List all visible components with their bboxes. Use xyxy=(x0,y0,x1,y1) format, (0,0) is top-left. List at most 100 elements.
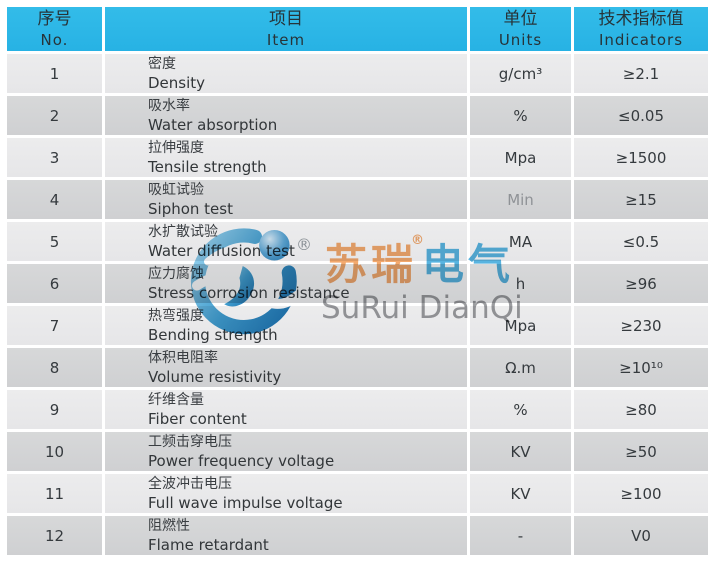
row-number: 1 xyxy=(49,64,60,83)
header-unit-en: Units xyxy=(498,31,543,49)
row-number-cell: 12 xyxy=(7,516,102,555)
item-name-cn: 体积电阻率 xyxy=(148,349,218,366)
unit-cell: Mpa xyxy=(470,138,571,177)
row-number: 2 xyxy=(49,106,60,125)
item-name-en: Fiber content xyxy=(148,409,247,428)
indicator-cell: V0 xyxy=(574,516,708,555)
row-number: 4 xyxy=(49,190,60,209)
table-row: 10 工频击穿电压 Power frequency voltage KV ≥50 xyxy=(7,432,708,471)
item-name-en: Power frequency voltage xyxy=(148,451,335,470)
row-number-cell: 5 xyxy=(7,222,102,261)
indicator-cell: ≥1500 xyxy=(574,138,708,177)
item-cell: 拉伸强度 Tensile strength xyxy=(105,138,467,177)
indicator-cell: ≥96 xyxy=(574,264,708,303)
row-number-cell: 10 xyxy=(7,432,102,471)
header-indicator-en: Indicators xyxy=(598,31,684,49)
indicator-cell: ≥80 xyxy=(574,390,708,429)
table-row: 7 热弯强度 Bending strength Mpa ≥230 xyxy=(7,306,708,345)
indicator-cell: ≥15 xyxy=(574,180,708,219)
table-row: 12 阻燃性 Flame retardant - V0 xyxy=(7,516,708,555)
row-number: 12 xyxy=(44,526,65,545)
header-unit-cn: 单位 xyxy=(503,9,538,29)
row-number: 8 xyxy=(49,358,60,377)
item-name-en: Bending strength xyxy=(148,325,278,344)
header-no: 序号 No. xyxy=(7,7,102,51)
table-row: 4 吸虹试验 Siphon test Min ≥15 xyxy=(7,180,708,219)
indicator-cell: ≥100 xyxy=(574,474,708,513)
row-number-cell: 2 xyxy=(7,96,102,135)
item-name-cn: 拉伸强度 xyxy=(148,139,204,156)
item-cell: 吸水率 Water absorption xyxy=(105,96,467,135)
row-number-cell: 4 xyxy=(7,180,102,219)
item-cell: 阻燃性 Flame retardant xyxy=(105,516,467,555)
item-name-cn: 热弯强度 xyxy=(148,307,204,324)
row-number: 7 xyxy=(49,316,60,335)
item-name-cn: 应力腐蚀 xyxy=(148,265,204,282)
table-row: 3 拉伸强度 Tensile strength Mpa ≥1500 xyxy=(7,138,708,177)
header-unit: 单位 Units xyxy=(470,7,571,51)
item-name-en: Volume resistivity xyxy=(148,367,282,386)
header-item: 项目 Item xyxy=(105,7,467,51)
row-number-cell: 8 xyxy=(7,348,102,387)
indicator-cell: ≥230 xyxy=(574,306,708,345)
unit-cell: % xyxy=(470,96,571,135)
item-name-en: Water diffusion test xyxy=(148,241,295,260)
unit-cell: MA xyxy=(470,222,571,261)
item-name-cn: 水扩散试验 xyxy=(148,223,218,240)
header-indicator-cn: 技术指标值 xyxy=(598,9,684,29)
header-item-en: Item xyxy=(266,31,306,49)
item-cell: 全波冲击电压 Full wave impulse voltage xyxy=(105,474,467,513)
unit-cell: Mpa xyxy=(470,306,571,345)
table-row: 11 全波冲击电压 Full wave impulse voltage KV ≥… xyxy=(7,474,708,513)
unit-cell: h xyxy=(470,264,571,303)
row-number: 11 xyxy=(44,484,65,503)
unit-cell: Ω.m xyxy=(470,348,571,387)
row-number-cell: 11 xyxy=(7,474,102,513)
item-name-en: Density xyxy=(148,73,206,92)
item-cell: 吸虹试验 Siphon test xyxy=(105,180,467,219)
item-name-en: Water absorption xyxy=(148,115,278,134)
table-row: 9 纤维含量 Fiber content % ≥80 xyxy=(7,390,708,429)
item-cell: 热弯强度 Bending strength xyxy=(105,306,467,345)
table-row: 2 吸水率 Water absorption % ≤0.05 xyxy=(7,96,708,135)
row-number: 3 xyxy=(49,148,60,167)
item-cell: 工频击穿电压 Power frequency voltage xyxy=(105,432,467,471)
unit-cell: - xyxy=(470,516,571,555)
item-name-cn: 工频击穿电压 xyxy=(148,433,232,450)
row-number-cell: 6 xyxy=(7,264,102,303)
indicator-cell: ≤0.05 xyxy=(574,96,708,135)
unit-cell: KV xyxy=(470,432,571,471)
item-name-en: Flame retardant xyxy=(148,535,269,554)
indicator-cell: ≤0.5 xyxy=(574,222,708,261)
header-indicator: 技术指标值 Indicators xyxy=(574,7,708,51)
item-cell: 纤维含量 Fiber content xyxy=(105,390,467,429)
row-number: 5 xyxy=(49,232,60,251)
item-cell: 体积电阻率 Volume resistivity xyxy=(105,348,467,387)
unit-cell: % xyxy=(470,390,571,429)
item-name-cn: 全波冲击电压 xyxy=(148,475,232,492)
row-number-cell: 1 xyxy=(7,54,102,93)
table-row: 8 体积电阻率 Volume resistivity Ω.m ≥10¹⁰ xyxy=(7,348,708,387)
table-row: 6 应力腐蚀 Stress corrosion resistance h ≥96 xyxy=(7,264,708,303)
item-name-cn: 吸虹试验 xyxy=(148,181,204,198)
item-cell: 水扩散试验 Water diffusion test xyxy=(105,222,467,261)
indicator-cell: ≥10¹⁰ xyxy=(574,348,708,387)
item-name-en: Siphon test xyxy=(148,199,233,218)
table-row: 5 水扩散试验 Water diffusion test MA ≤0.5 xyxy=(7,222,708,261)
indicator-cell: ≥2.1 xyxy=(574,54,708,93)
header-no-cn: 序号 xyxy=(37,9,72,29)
item-name-cn: 密度 xyxy=(148,55,176,72)
table-body: 1 密度 Density g/cm³ ≥2.1 2 吸水率 Water abso… xyxy=(7,54,708,555)
table-header: 序号 No. 项目 Item 单位 Units 技术指标值 Indicators xyxy=(7,7,708,51)
row-number: 9 xyxy=(49,400,60,419)
unit-cell: Min xyxy=(470,180,571,219)
item-cell: 密度 Density xyxy=(105,54,467,93)
header-item-cn: 项目 xyxy=(269,9,303,29)
row-number-cell: 9 xyxy=(7,390,102,429)
item-name-en: Tensile strength xyxy=(148,157,267,176)
row-number: 10 xyxy=(44,442,65,461)
item-name-cn: 吸水率 xyxy=(148,97,190,114)
row-number-cell: 7 xyxy=(7,306,102,345)
item-name-cn: 阻燃性 xyxy=(148,517,190,534)
unit-cell: g/cm³ xyxy=(470,54,571,93)
